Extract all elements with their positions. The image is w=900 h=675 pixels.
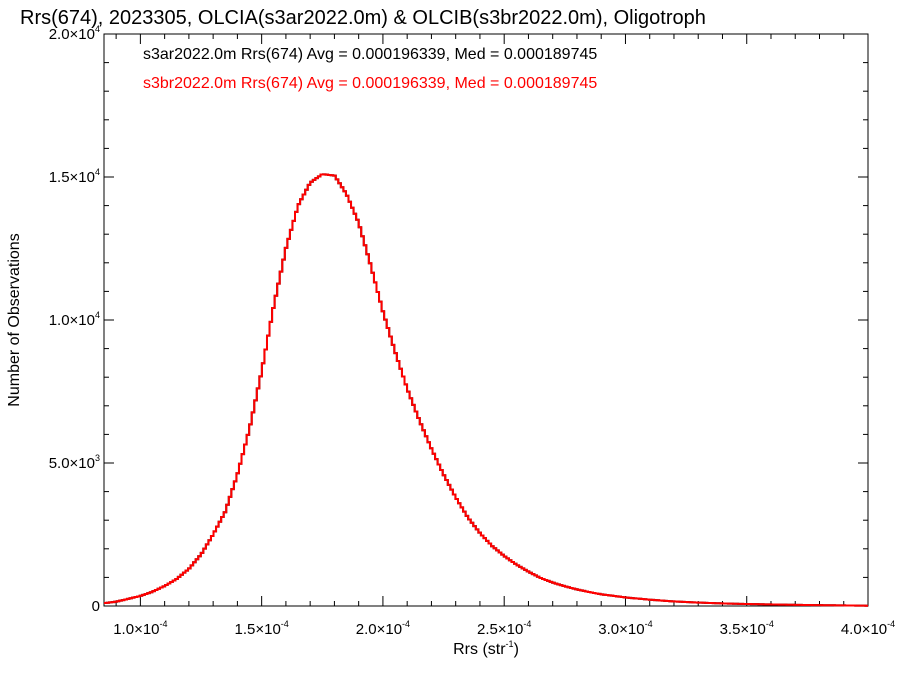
x-axis-label: Rrs (str-1) bbox=[453, 639, 519, 658]
y-tick-label-4: 2.0×104 bbox=[49, 24, 100, 43]
x-tick-label-5: 3.5×10-4 bbox=[720, 619, 774, 638]
y-tick-label-1: 5.0×103 bbox=[49, 453, 100, 472]
y-tick-label-0: 0 bbox=[92, 598, 100, 615]
plot-area-frame bbox=[103, 33, 869, 607]
series-s3br2022.0m bbox=[104, 173, 868, 607]
y-tick-label-2: 1.0×104 bbox=[49, 310, 100, 329]
x-tick-label-2: 2.0×10-4 bbox=[356, 619, 410, 638]
y-axis-ticks: 0 5.0×103 1.0×104 1.5×104 2.0×104 bbox=[49, 24, 868, 615]
x-tick-label-1: 1.5×10-4 bbox=[234, 619, 288, 638]
x-axis-ticks: 1.0×10-4 1.5×10-4 2.0×10-4 2.5×10-4 3.0×10-4… bbox=[113, 34, 895, 638]
x-tick-label-6: 4.0×10-4 bbox=[841, 619, 895, 638]
legend-entry-s3ar2022.0m: s3ar2022.0m Rrs(674) Avg = 0.000196339, … bbox=[143, 46, 597, 63]
legend-entry-s3br2022.0m: s3br2022.0m Rrs(674) Avg = 0.000196339, … bbox=[143, 75, 597, 92]
chart-title: Rrs(674), 2023305, OLCIA(s3ar2022.0m) & … bbox=[20, 7, 706, 29]
x-tick-label-0: 1.0×10-4 bbox=[113, 619, 167, 638]
y-tick-label-3: 1.5×104 bbox=[49, 167, 100, 186]
x-tick-label-3: 2.5×10-4 bbox=[477, 619, 531, 638]
series-layer bbox=[104, 173, 868, 607]
y-axis-label: Number of Observations bbox=[6, 233, 23, 406]
legend: s3ar2022.0m Rrs(674) Avg = 0.000196339, … bbox=[143, 46, 597, 92]
x-tick-label-4: 3.0×10-4 bbox=[598, 619, 652, 638]
